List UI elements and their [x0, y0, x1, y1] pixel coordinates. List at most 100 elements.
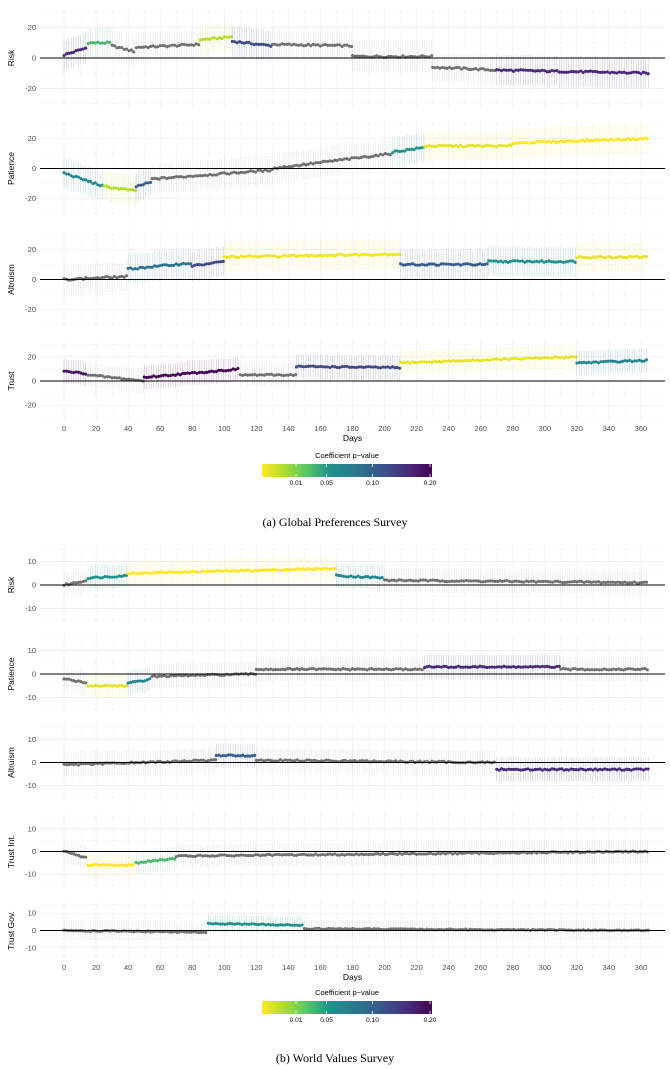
data-point [144, 930, 148, 934]
data-point [108, 375, 112, 379]
data-point [334, 668, 338, 672]
data-point [467, 67, 471, 72]
data-point [76, 276, 81, 280]
data-point [371, 852, 375, 857]
data-point [592, 255, 596, 259]
data-point [131, 267, 135, 271]
data-point [292, 853, 296, 857]
data-point [239, 568, 243, 572]
data-point [383, 578, 387, 582]
data-point [115, 276, 119, 280]
data-point [533, 69, 537, 73]
data-point [189, 930, 193, 934]
data-point [237, 40, 242, 44]
data-point [275, 568, 279, 572]
data-point [157, 177, 161, 181]
data-point [103, 575, 107, 579]
data-point [154, 375, 158, 379]
data-point [246, 854, 250, 858]
data-point [627, 767, 631, 772]
data-point [141, 45, 145, 49]
data-point [644, 767, 648, 771]
y-axis-title: Risk [6, 49, 16, 66]
data-point [280, 42, 284, 46]
data-point [179, 175, 183, 179]
data-point [322, 759, 326, 763]
data-point [463, 358, 468, 362]
data-point [473, 359, 477, 363]
data-point [516, 259, 520, 263]
data-point [392, 578, 396, 582]
data-point [395, 579, 399, 583]
data-point [289, 372, 293, 377]
data-point [229, 254, 234, 258]
data-point [227, 172, 231, 176]
data-point [177, 854, 181, 858]
data-point [610, 70, 614, 74]
data-point [471, 263, 475, 267]
data-point [628, 358, 632, 362]
data-point [543, 767, 547, 771]
data-point [182, 930, 186, 934]
data-point [190, 264, 194, 268]
x-tick-label: 220 [410, 424, 423, 433]
data-point [344, 575, 348, 579]
data-point [547, 259, 551, 263]
data-point [537, 260, 541, 264]
data-point [196, 853, 200, 857]
data-point [341, 927, 345, 931]
data-point [187, 930, 191, 934]
data-point [438, 579, 442, 583]
data-point [386, 253, 390, 257]
data-point [363, 575, 367, 579]
data-point [213, 569, 217, 573]
data-point [427, 262, 431, 266]
data-point [333, 43, 337, 47]
data-point [354, 852, 359, 856]
data-point [112, 575, 117, 579]
data-point [150, 265, 154, 269]
data-point [632, 767, 636, 771]
data-point [352, 156, 356, 160]
data-point [436, 851, 440, 855]
data-point [297, 364, 301, 368]
data-point [167, 264, 171, 268]
data-point [235, 41, 239, 45]
y-tick-label: -10 [25, 693, 36, 702]
data-point [413, 361, 417, 365]
data-point [316, 161, 320, 165]
data-point [531, 69, 535, 73]
data-point [250, 373, 254, 377]
data-point [347, 253, 351, 257]
data-point [518, 259, 522, 263]
data-point [403, 149, 407, 153]
data-point [256, 168, 260, 172]
data-point [393, 366, 397, 370]
data-point [566, 851, 570, 855]
data-point [405, 851, 409, 855]
data-point [326, 43, 330, 47]
data-point [64, 677, 68, 681]
data-point [103, 863, 107, 867]
data-point [110, 276, 114, 280]
data-point [266, 43, 270, 47]
data-point [525, 851, 529, 855]
x-tick-label: 200 [378, 963, 391, 972]
data-point [79, 855, 83, 859]
data-point [578, 851, 582, 855]
data-point [418, 927, 422, 931]
data-point [294, 254, 298, 258]
data-point [231, 367, 235, 371]
data-point [603, 70, 607, 74]
data-point [376, 154, 380, 158]
data-point [580, 255, 584, 259]
data-point [232, 170, 236, 174]
data-point [606, 359, 610, 363]
data-point [326, 159, 330, 164]
data-point [536, 664, 540, 668]
data-point [144, 181, 148, 185]
data-point [550, 665, 554, 670]
data-point [596, 580, 601, 584]
data-point [340, 158, 344, 162]
